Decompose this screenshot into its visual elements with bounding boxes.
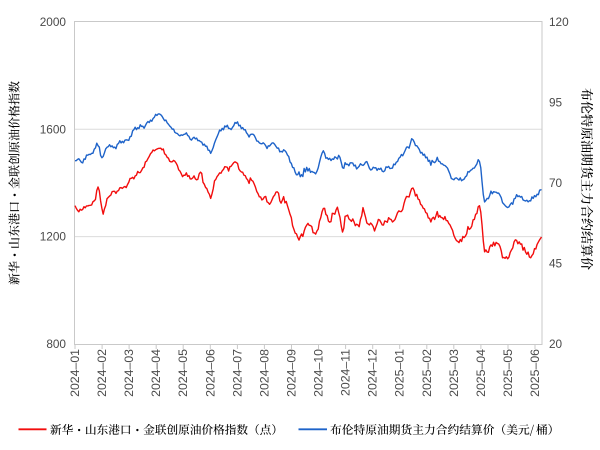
svg-text:2025–04: 2025–04: [474, 349, 488, 397]
svg-text:2025–01: 2025–01: [393, 349, 407, 397]
svg-text:2024–07: 2024–07: [230, 349, 244, 397]
svg-text:2024–04: 2024–04: [149, 349, 163, 397]
svg-text:20: 20: [549, 337, 563, 351]
svg-text:2024–09: 2024–09: [285, 349, 299, 397]
svg-text:2024–08: 2024–08: [257, 349, 271, 397]
svg-text:1200: 1200: [40, 230, 67, 244]
svg-text:2025–06: 2025–06: [528, 349, 542, 397]
svg-text:70: 70: [549, 176, 563, 190]
svg-text:95: 95: [549, 96, 563, 110]
svg-text:120: 120: [549, 15, 569, 29]
svg-text:2000: 2000: [40, 15, 67, 29]
svg-text:2024–03: 2024–03: [122, 349, 136, 397]
svg-text:2024–02: 2024–02: [95, 349, 109, 397]
svg-text:2024–06: 2024–06: [203, 349, 217, 397]
svg-text:45: 45: [549, 257, 563, 271]
svg-text:2024–10: 2024–10: [312, 349, 326, 397]
svg-text:2024–01: 2024–01: [68, 349, 82, 397]
svg-text:2024–12: 2024–12: [366, 349, 380, 397]
svg-text:800: 800: [46, 337, 66, 351]
svg-text:2025–05: 2025–05: [501, 349, 515, 397]
svg-text:2025–02: 2025–02: [420, 349, 434, 397]
svg-text:2024–11: 2024–11: [339, 349, 353, 396]
svg-text:2024–05: 2024–05: [176, 349, 190, 397]
svg-text:2025–03: 2025–03: [447, 349, 461, 397]
svg-text:1600: 1600: [40, 122, 67, 136]
